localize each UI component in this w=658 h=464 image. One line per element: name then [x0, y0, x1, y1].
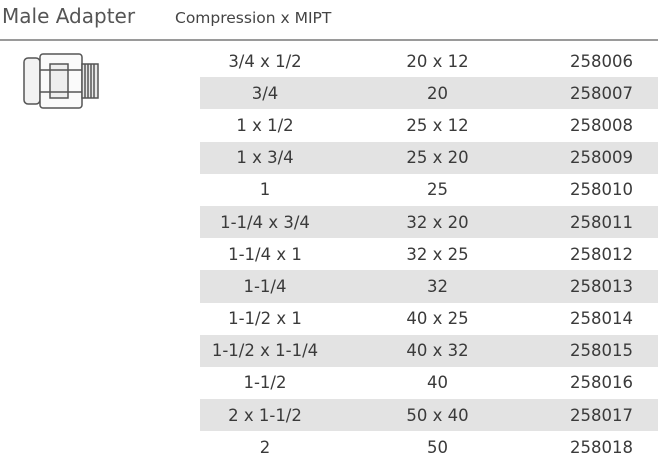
- header-rule: [0, 39, 658, 41]
- table-row: 3/4 20 258007: [200, 77, 658, 110]
- table-row: 2 50 258018: [200, 431, 658, 463]
- table-cell: 50: [427, 437, 448, 457]
- table-cell: 2 x 1-1/2: [228, 405, 302, 425]
- table-cell: 20 x 12: [406, 51, 469, 71]
- table: 3/4 x 1/2 20 x 12 258006 3/4 20 258007 1 x 1/2…: [200, 45, 658, 463]
- table-cell: 50 x 40: [406, 405, 469, 425]
- table-cell: 32 x 20: [406, 212, 469, 232]
- table-cell: 258016: [570, 373, 633, 393]
- table-cell: 258006: [570, 51, 633, 71]
- table-cell: 258014: [570, 309, 633, 329]
- table-cell: 40 x 25: [406, 309, 469, 329]
- table-cell: 258018: [570, 437, 633, 457]
- subtitle: Compression x MIPT: [175, 9, 332, 27]
- table-row: 1-1/2 x 1-1/4 40 x 32 258015: [200, 334, 658, 367]
- table-cell: 1-1/4 x 3/4: [220, 212, 310, 232]
- table-cell: 1-1/4 x 1: [228, 244, 302, 264]
- table-cell: 1-1/2 x 1: [228, 309, 302, 329]
- table-row: 2 x 1-1/2 50 x 40 258017: [200, 399, 658, 432]
- table-cell: 258015: [570, 341, 633, 361]
- table-cell: 258007: [570, 83, 633, 103]
- table-row: 1 x 3/4 25 x 20 258009: [200, 141, 658, 174]
- table-row: 1-1/4 x 3/4 32 x 20 258011: [200, 205, 658, 239]
- table-cell: 258008: [570, 115, 633, 135]
- table-cell: 258010: [570, 180, 633, 200]
- table-row: 1-1/2 40 258016: [200, 367, 658, 399]
- table-cell: 258012: [570, 244, 633, 264]
- table-cell: 2: [259, 437, 271, 457]
- table-cell: 3/4 x 1/2: [228, 51, 302, 71]
- table-row: 1-1/4 32 258013: [200, 270, 658, 303]
- table-cell: 32: [427, 276, 448, 296]
- table-row: 1 25 258010: [200, 174, 658, 206]
- table-row: 1 x 1/2 25 x 12 258008: [200, 109, 658, 141]
- title: Male Adapter: [2, 4, 136, 28]
- table-cell: 1-1/4: [243, 276, 287, 296]
- table-cell: 1 x 1/2: [236, 115, 294, 135]
- table-cell: 258009: [570, 148, 633, 168]
- table-cell: 25 x 20: [406, 148, 469, 168]
- table-cell: 25 x 12: [406, 115, 469, 135]
- table-cell: 32 x 25: [406, 244, 469, 264]
- table-cell: 1 x 3/4: [236, 148, 294, 168]
- table-cell: 258013: [570, 276, 633, 296]
- table-cell: 1-1/2 x 1-1/4: [211, 341, 319, 361]
- table-cell: 25: [427, 180, 448, 200]
- table-row: 1-1/2 x 1 40 x 25 258014: [200, 303, 658, 335]
- table-row: 3/4 x 1/2 20 x 12 258006: [200, 45, 658, 77]
- table-row: 1-1/4 x 1 32 x 25 258012: [200, 238, 658, 270]
- product-image: [23, 53, 99, 109]
- table-cell: 1: [259, 180, 271, 200]
- table-cell: 258017: [570, 405, 633, 425]
- table-cell: 40 x 32: [406, 341, 469, 361]
- table-cell: 20: [427, 83, 448, 103]
- table-cell: 3/4: [251, 83, 279, 103]
- table-cell: 258011: [570, 212, 633, 232]
- table-cell: 1-1/2: [243, 373, 287, 393]
- table-cell: 40: [427, 373, 448, 393]
